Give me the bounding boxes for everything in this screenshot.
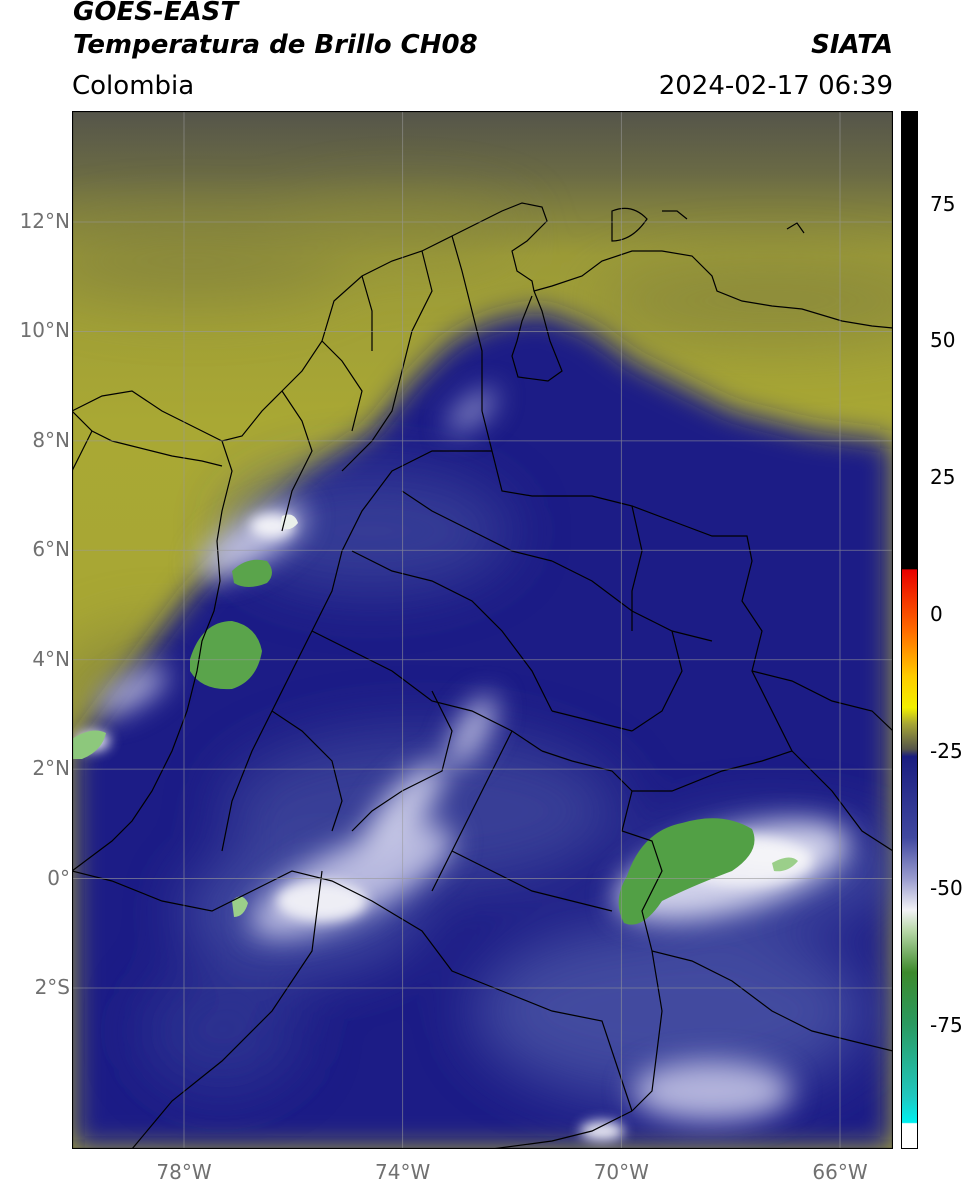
colorbar-tick-label: -25 <box>930 738 963 763</box>
lat-tick-label: 12°N <box>19 209 70 233</box>
colorbar-tick-label: 0 <box>930 602 943 626</box>
lon-tick-label: 78°W <box>156 1160 212 1184</box>
lat-tick-label: 2°S <box>34 975 70 999</box>
datetime-label: 2024-02-17 06:39 <box>658 71 893 101</box>
colorbar-tick-label: 25 <box>930 465 956 490</box>
lon-tick-label: 66°W <box>812 1160 868 1184</box>
product-title: Temperatura de Brillo CH08 <box>73 30 478 60</box>
lat-tick-label: 0° <box>47 865 70 890</box>
lat-tick-label: 10°N <box>19 318 70 343</box>
lat-tick-label: 8°N <box>32 427 70 452</box>
lat-tick-label: 2°N <box>32 756 70 781</box>
graticule <box>72 111 893 1149</box>
lat-tick-label: 6°N <box>32 537 70 562</box>
map-canvas <box>71 110 894 1150</box>
colorbar-tick-label: 50 <box>930 328 956 353</box>
colorbar-canvas <box>901 111 918 1149</box>
agency-label: SIATA <box>811 30 893 60</box>
lon-tick-label: 74°W <box>375 1160 431 1184</box>
cold-cloud-cores <box>72 514 798 925</box>
region-label: Colombia <box>72 71 195 101</box>
colorbar-tick-label: 75 <box>930 191 956 216</box>
map-frame <box>71 110 894 1150</box>
colorbar <box>901 111 918 1149</box>
lon-tick-label: 70°W <box>593 1160 649 1184</box>
satellite-title: GOES-EAST <box>73 0 239 27</box>
political-borders <box>72 202 893 1149</box>
colorbar-tick-label: -75 <box>930 1012 963 1037</box>
colorbar-tick-label: -50 <box>930 875 963 900</box>
satellite-map <box>71 110 894 1150</box>
lat-tick-label: 4°N <box>32 646 70 671</box>
